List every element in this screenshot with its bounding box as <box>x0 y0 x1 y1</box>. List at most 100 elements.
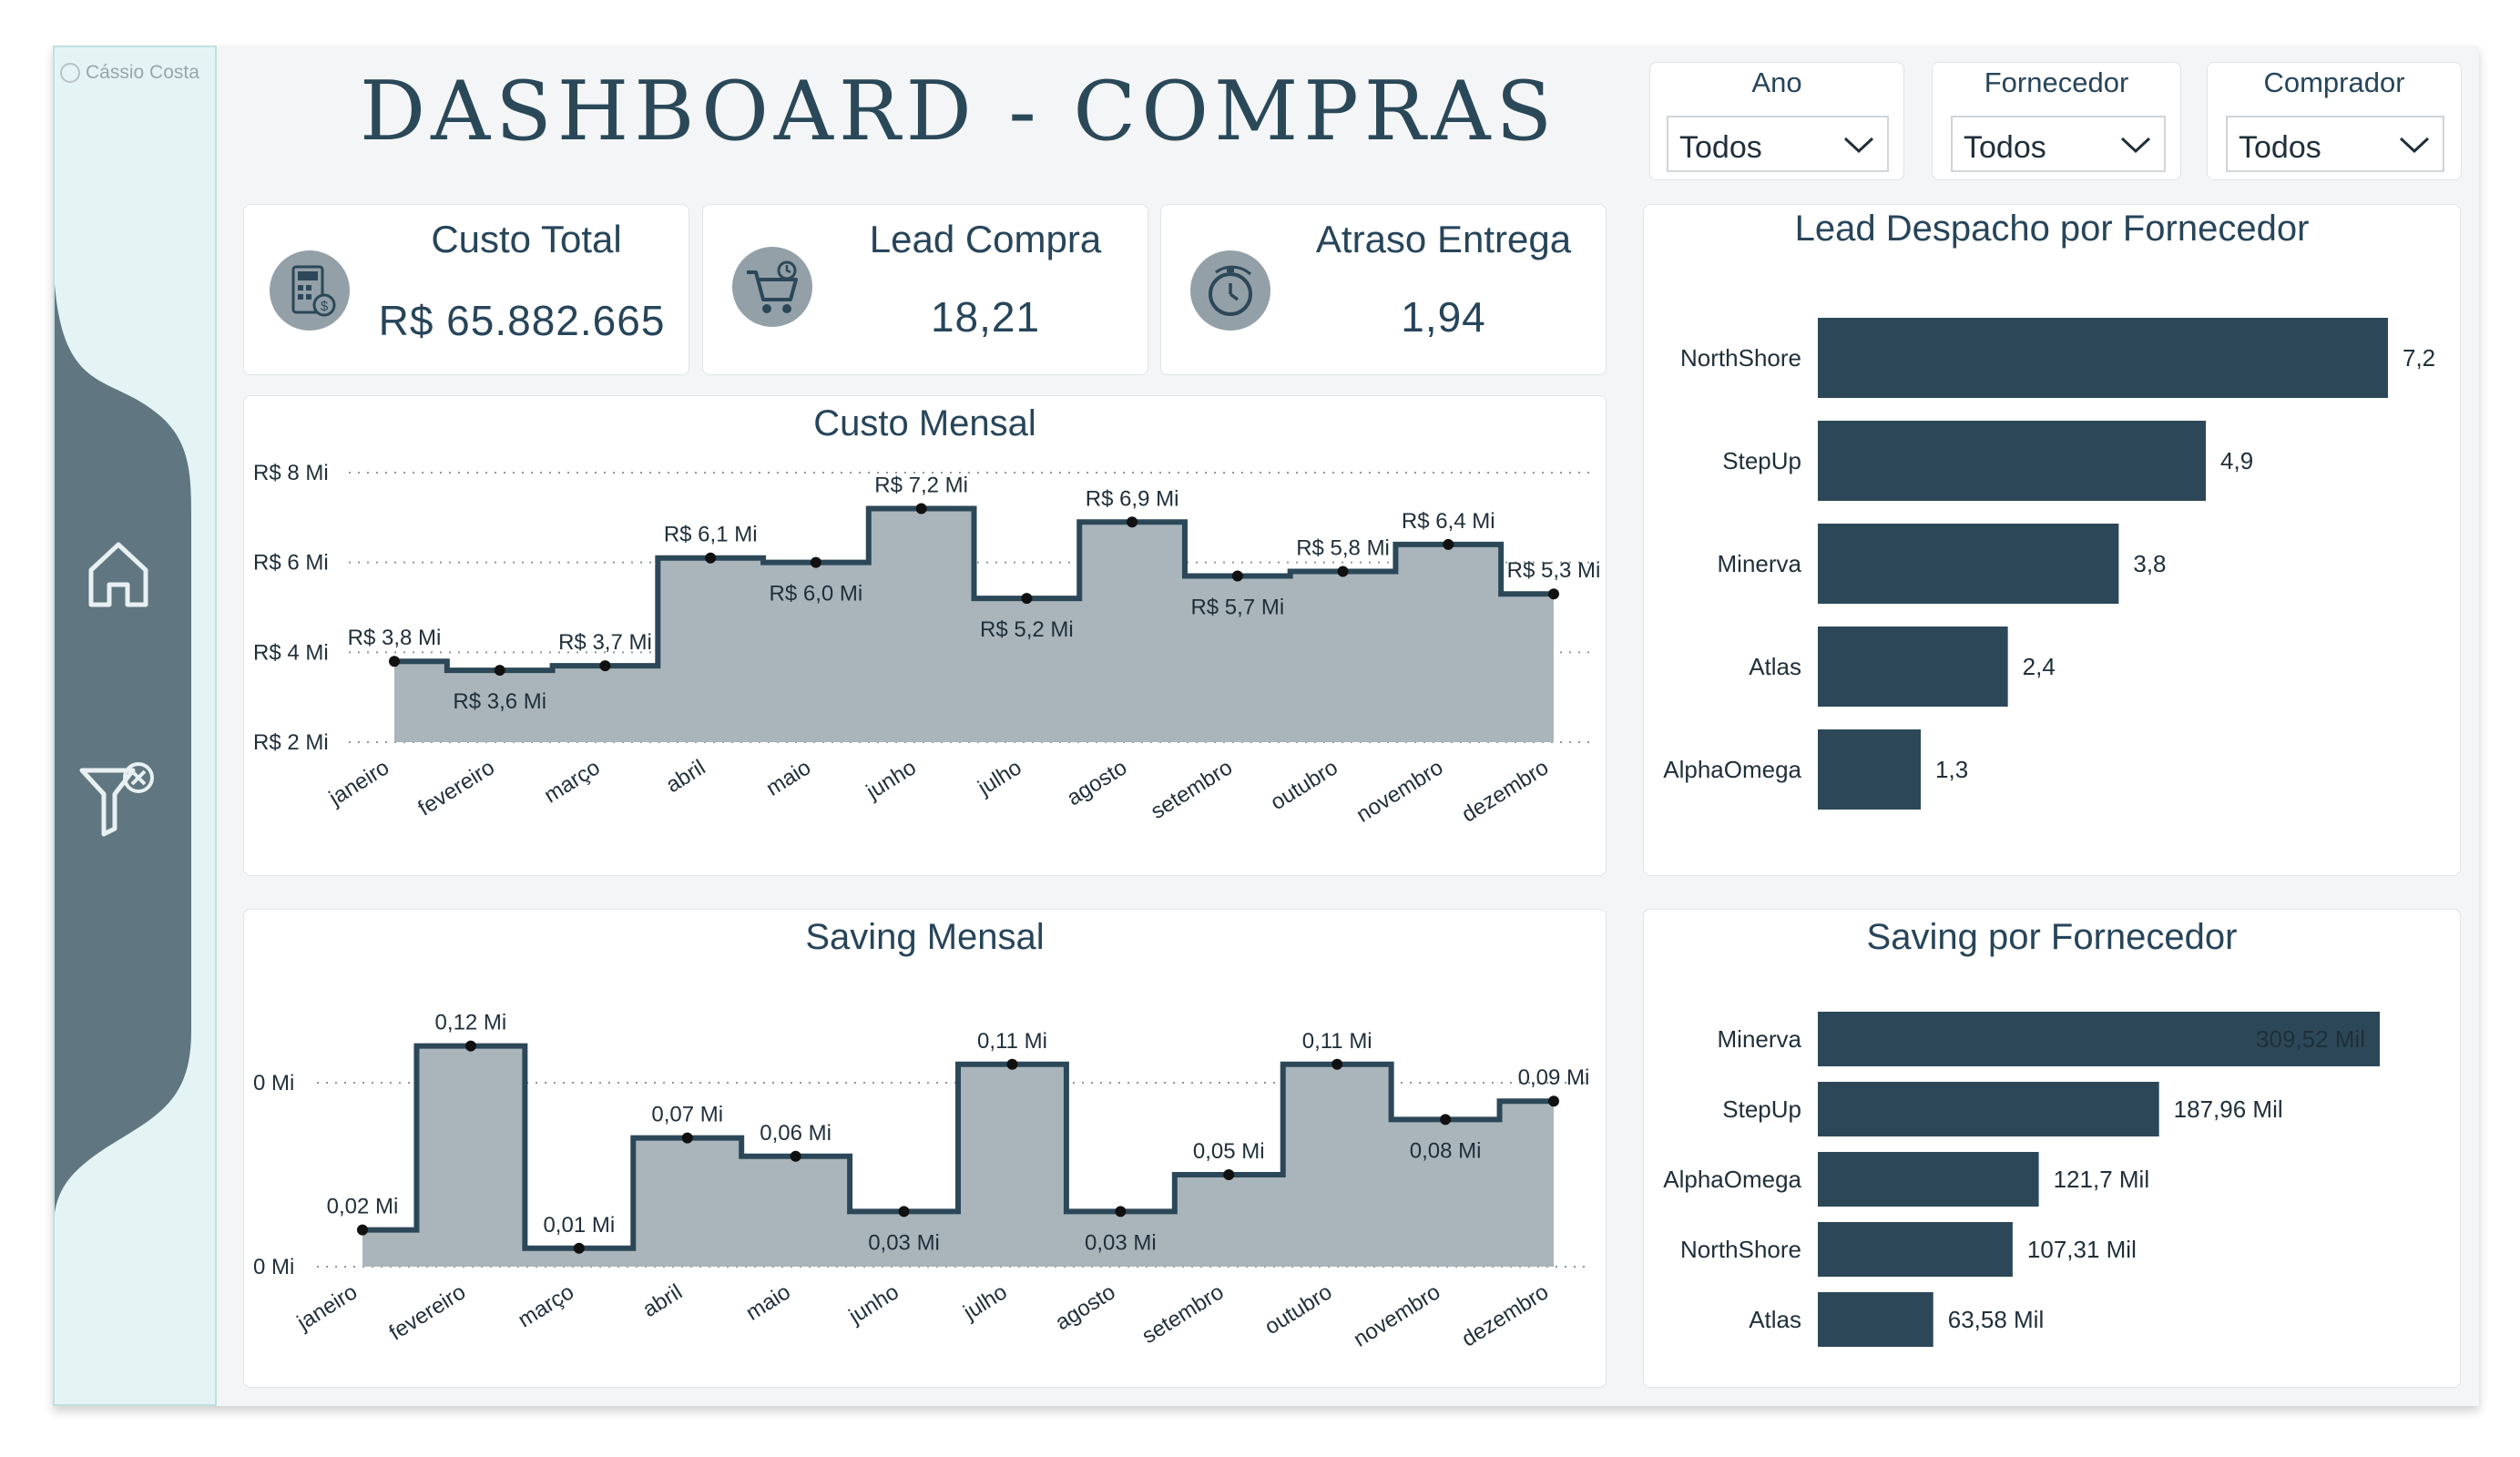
y-tick-label: 0 Mi <box>253 1071 294 1095</box>
data-point <box>464 1040 476 1052</box>
data-point <box>389 656 400 667</box>
y-tick-label: R$ 6 Mi <box>253 551 329 576</box>
x-tick-label: dezembro <box>1457 755 1553 827</box>
data-point <box>1548 1095 1559 1107</box>
bar <box>1818 1292 1933 1347</box>
x-tick-label: junho <box>844 1279 903 1330</box>
data-label: R$ 7,2 Mi <box>874 473 968 497</box>
category-label: StepUp <box>1722 447 1801 474</box>
chevron-down-icon <box>1843 137 1874 154</box>
saving-fornecedor-card: Saving por Fornecedor Minerva 309,52 Mil S… <box>1643 909 2461 1388</box>
chart-title: Saving por Fornecedor <box>1866 917 2238 957</box>
category-label: AlphaOmega <box>1663 1166 1801 1193</box>
data-label: 0,11 Mi <box>1302 1029 1372 1054</box>
comprador-select[interactable]: Todos <box>2226 116 2444 172</box>
data-point <box>1440 1114 1452 1126</box>
filter-label: Ano <box>1751 66 1802 98</box>
data-point <box>898 1206 910 1218</box>
saving-mensal-card: Saving Mensal 0 Mi 0 Mi 0,02 Mi 0,12 Mi 0,01… <box>243 909 1607 1388</box>
bar <box>1818 1012 2380 1066</box>
data-label: 63,58 Mil <box>1948 1306 2045 1333</box>
select-value: Todos <box>1679 130 1762 165</box>
area-fill <box>394 508 1554 742</box>
x-tick-label: fevereiro <box>413 755 498 820</box>
x-tick-label: agosto <box>1063 755 1131 810</box>
author-credit: Cássio Costa <box>60 62 199 84</box>
lead-despacho-chart: NorthShore 7,2 StepUp 4,9 Minerva 3,8 Atlas 2,4… <box>1663 318 2435 810</box>
data-point <box>681 1132 693 1144</box>
data-point <box>1115 1206 1127 1218</box>
y-tick-label: 0 Mi <box>253 1255 294 1279</box>
filter-clear-icon[interactable] <box>77 756 160 838</box>
data-point <box>1127 516 1138 528</box>
data-point <box>810 556 821 568</box>
data-label: 121,7 Mil <box>2054 1166 2150 1193</box>
data-label: R$ 3,8 Mi <box>348 626 442 650</box>
saving-fornecedor-chart: Minerva 309,52 Mil StepUp 187,96 Mil AlphaOm… <box>1663 1012 2380 1347</box>
calculator-icon: $ <box>270 250 350 331</box>
data-point <box>573 1242 585 1254</box>
kpi-value: 1,94 <box>1401 293 1486 341</box>
data-label: 1,3 <box>1935 756 1968 783</box>
bar <box>1818 1222 2013 1277</box>
x-tick-label: janeiro <box>324 755 393 811</box>
chart-title: Saving Mensal <box>805 917 1045 957</box>
data-point <box>1223 1169 1235 1180</box>
data-point <box>1443 538 1454 550</box>
data-point <box>1548 588 1559 600</box>
x-tick-label: julho <box>973 755 1025 800</box>
data-point <box>1337 565 1349 577</box>
bar <box>1818 1082 2159 1136</box>
category-label: Atlas <box>1749 653 1801 680</box>
category-label: Minerva <box>1718 1025 1802 1053</box>
category-label: AlphaOmega <box>1663 756 1801 783</box>
x-tick-label: setembro <box>1138 1279 1228 1349</box>
x-tick-label: julho <box>958 1279 1011 1325</box>
data-label: 0,06 Mi <box>760 1121 831 1146</box>
kpi-lead-compra: Lead Compra 18,21 <box>702 204 1148 375</box>
filter-ano: Ano Todos <box>1649 62 1904 180</box>
kpi-label: Lead Compra <box>869 218 1102 260</box>
data-label: 0,12 Mi <box>435 1011 507 1035</box>
data-point <box>357 1224 368 1236</box>
ano-select[interactable]: Todos <box>1667 116 1889 172</box>
filter-label: Comprador <box>2263 66 2405 98</box>
x-tick-label: março <box>514 1279 578 1332</box>
fornecedor-select[interactable]: Todos <box>1951 116 2166 172</box>
y-tick-label: R$ 8 Mi <box>253 461 329 485</box>
y-tick-label: R$ 2 Mi <box>253 730 329 755</box>
x-tick-label: abril <box>662 755 710 798</box>
data-label: 187,96 Mil <box>2174 1095 2283 1123</box>
home-icon[interactable] <box>84 537 153 610</box>
data-label: 0,01 Mi <box>543 1213 615 1238</box>
data-label: 0,03 Mi <box>868 1230 940 1255</box>
series-line <box>362 1043 1554 1251</box>
data-label: 0,08 Mi <box>1410 1138 1482 1163</box>
svg-text:$: $ <box>321 299 329 314</box>
data-label: R$ 6,4 Mi <box>1402 509 1495 534</box>
custo-mensal-card: Custo Mensal R$ 2 Mi R$ 4 Mi R$ 6 Mi R$ 8 M… <box>243 395 1607 876</box>
data-label: 0,02 Mi <box>327 1195 399 1219</box>
data-label: R$ 5,3 Mi <box>1507 558 1601 583</box>
category-label: NorthShore <box>1680 344 1801 372</box>
chevron-down-icon <box>2399 137 2430 154</box>
data-point <box>494 665 505 677</box>
data-point <box>1231 570 1243 582</box>
kpi-value: R$ 65.882.665 <box>378 297 666 344</box>
select-value: Todos <box>1964 130 2046 165</box>
data-label: 0,05 Mi <box>1193 1139 1265 1164</box>
x-tick-label: outubro <box>1266 755 1342 815</box>
data-label: R$ 5,8 Mi <box>1296 536 1390 561</box>
x-tick-label: fevereiro <box>385 1279 470 1345</box>
data-label: 4,9 <box>2220 447 2253 474</box>
data-label: 2,4 <box>2023 653 2056 680</box>
x-tick-label: março <box>540 755 605 808</box>
data-label: R$ 6,0 Mi <box>770 582 863 606</box>
bar <box>1818 627 2008 707</box>
data-label: 3,8 <box>2133 550 2166 577</box>
chevron-down-icon <box>2120 137 2151 154</box>
filter-fornecedor: Fornecedor Todos <box>1932 62 2181 180</box>
chart-title: Lead Despacho por Fornecedor <box>1794 209 2310 249</box>
shopping-cart-icon <box>732 247 812 327</box>
data-label: 107,31 Mil <box>2027 1236 2137 1263</box>
